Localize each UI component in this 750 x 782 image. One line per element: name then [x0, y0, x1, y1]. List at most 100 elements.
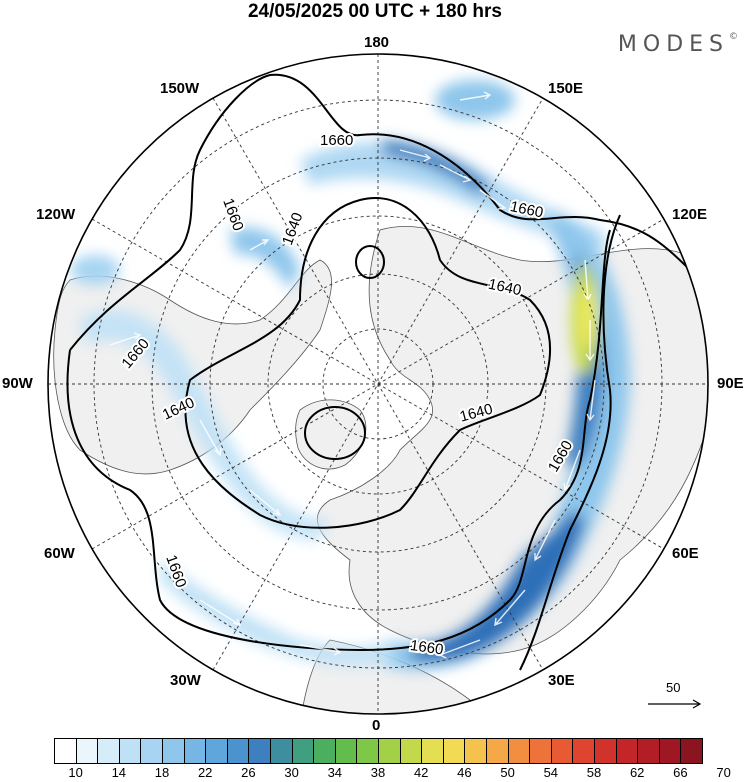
- contour-low-greenland: [304, 406, 366, 460]
- contour-label: 1660: [320, 132, 353, 149]
- colorbar-cell: [54, 738, 77, 764]
- colorbar-cell: [529, 738, 552, 764]
- wind-vectors: [109, 91, 596, 659]
- meridian-150: [212, 97, 544, 671]
- reference-vector: 50: [640, 680, 710, 710]
- graticule: [48, 54, 708, 714]
- wind-arrow: [109, 332, 142, 346]
- wind-arrow: [199, 419, 222, 457]
- colorbar-tick-label: 18: [154, 765, 170, 780]
- colorbar-cell: [162, 738, 185, 764]
- contour-1640-inner: [184, 197, 551, 529]
- map-title: 24/05/2025 00 UTC + 180 hrs: [247, 1, 503, 22]
- colorbar-cell: [205, 738, 228, 764]
- colorbar-cell: [75, 738, 99, 764]
- contour-low-north: [355, 245, 385, 279]
- jet-band-pacific: [300, 141, 610, 250]
- lon-label-120w: 120W: [36, 206, 76, 223]
- wind-arrow: [534, 519, 556, 562]
- lon-label-150w: 150W: [160, 80, 200, 97]
- wind-arrow: [479, 189, 507, 210]
- colorbar-tick-label: 34: [327, 765, 343, 780]
- colorbar-cell: [421, 738, 444, 764]
- lon-label-30e: 30E: [548, 672, 575, 689]
- lon-label-30w: 30W: [170, 672, 201, 689]
- colorbar-cell: [140, 738, 163, 764]
- wind-arrow: [199, 599, 242, 627]
- jet-band-america: [80, 310, 330, 540]
- jet-band-north-pacific: [230, 227, 300, 290]
- colorbar-cell: [97, 738, 120, 764]
- lon-label-180: 180: [364, 34, 390, 51]
- colorbar-cell: [378, 738, 401, 764]
- wind-arrow: [583, 259, 592, 302]
- reference-vector-label: 50: [666, 680, 681, 695]
- wind-arrow: [299, 644, 342, 656]
- colorbar-tick-label: 50: [500, 765, 515, 780]
- map-border: [47, 53, 709, 715]
- wind-arrow: [459, 91, 492, 101]
- brand-text: MODES: [617, 32, 729, 57]
- colorbar-cell: [507, 738, 531, 764]
- brand-logo: MODES©: [618, 32, 738, 57]
- colorbar-cell: [442, 738, 466, 764]
- colorbar-tick-label: 38: [370, 765, 386, 780]
- wind-arrow: [439, 164, 472, 183]
- colorbar-cell: [594, 738, 617, 764]
- colorbar-cell: [270, 738, 293, 764]
- colorbar-tick-label: 46: [457, 765, 472, 780]
- colorbar-cell: [637, 738, 660, 764]
- wind-arrow: [399, 149, 432, 162]
- jet-core-pacific: [380, 140, 490, 195]
- wind-arrow: [563, 449, 581, 492]
- colorbar: [54, 738, 703, 764]
- colorbar-cell: [572, 738, 595, 764]
- colorbar-tick-label: 26: [241, 765, 256, 780]
- colorbar-cell: [226, 738, 250, 764]
- colorbar-tick-label: 66: [673, 765, 688, 780]
- colorbar-cell: [486, 738, 509, 764]
- colorbar-tick-label: 22: [197, 765, 213, 780]
- colorbar-tick-label: 62: [629, 765, 645, 780]
- lon-label-120e: 120E: [672, 206, 708, 223]
- colorbar-tick-label: 54: [543, 765, 559, 780]
- colorbar-cell: [183, 738, 207, 764]
- wind-arrow: [494, 589, 526, 627]
- wind-arrow: [585, 320, 595, 362]
- lon-label-150e: 150E: [548, 80, 584, 97]
- lon-label-90w: 90W: [2, 375, 33, 392]
- polar-map: 1660 1660 1660 1640 1640 1640 1640 1660 …: [47, 53, 709, 715]
- colorbar-cell: [615, 738, 639, 764]
- copyright-mark: ©: [729, 32, 738, 42]
- colorbar-cell: [291, 738, 315, 764]
- lon-label-90e: 90E: [717, 375, 744, 392]
- colorbar-cell: [356, 738, 379, 764]
- colorbar-cell: [248, 738, 271, 764]
- colorbar-tick-label: 30: [284, 765, 299, 780]
- colorbar-tick-label: 14: [111, 765, 127, 780]
- colorbar-tick-label: 70: [716, 765, 731, 780]
- lon-label-0: 0: [372, 717, 381, 734]
- reference-arrow-icon: [648, 699, 702, 709]
- colorbar-cell: [399, 738, 423, 764]
- lon-label-60w: 60W: [44, 545, 75, 562]
- contour-1690: [519, 214, 621, 671]
- colorbar-tick-label: 42: [413, 765, 429, 780]
- colorbar-tick-label: 10: [68, 765, 83, 780]
- colorbar-tick-label: 58: [586, 765, 602, 780]
- colorbar-cell: [118, 738, 142, 764]
- colorbar-cell: [680, 738, 703, 764]
- jet-spot-north: [435, 80, 515, 120]
- colorbar-cell: [658, 738, 682, 764]
- jet-maximum-center: [580, 286, 596, 350]
- colorbar-cell: [334, 738, 358, 764]
- colorbar-cell: [464, 738, 487, 764]
- colorbar-cell: [550, 738, 574, 764]
- wind-arrow: [249, 489, 282, 517]
- jet-spot-west: [70, 255, 120, 285]
- lon-label-60e: 60E: [672, 545, 699, 562]
- wind-arrow: [586, 379, 596, 422]
- wind-arrow: [438, 639, 481, 659]
- wind-arrow: [249, 239, 270, 251]
- colorbar-cell: [313, 738, 336, 764]
